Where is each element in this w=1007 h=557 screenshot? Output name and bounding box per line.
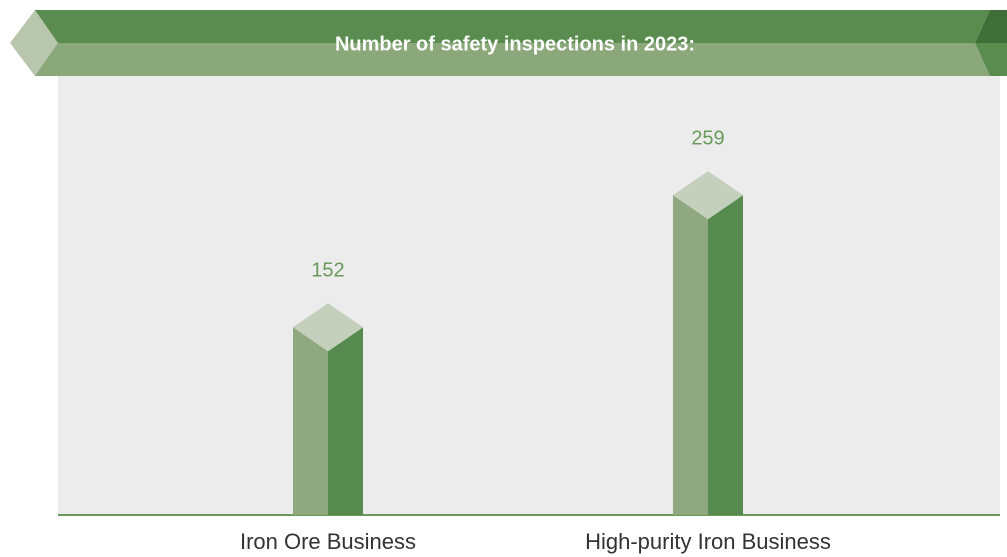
plot-background: [58, 50, 1000, 515]
bar-left-face: [673, 195, 708, 515]
x-tick-label: Iron Ore Business: [240, 529, 416, 554]
bar-left-face: [293, 327, 328, 515]
chart-title: Number of safety inspections in 2023:: [335, 33, 695, 55]
value-label: 152: [311, 260, 344, 282]
banner-bottom: [35, 43, 990, 76]
value-label: 259: [691, 127, 724, 149]
bar-top: [673, 171, 743, 220]
banner-left-cap: [10, 10, 58, 76]
banner-top: [35, 10, 990, 43]
x-tick-label: High-purity Iron Business: [585, 529, 831, 554]
banner-right-cap-top: [975, 10, 1007, 43]
banner-right-cap-bottom: [975, 43, 1007, 76]
bar-top: [293, 303, 363, 352]
bar-right-face: [328, 327, 363, 515]
bar-right-face: [708, 195, 743, 515]
